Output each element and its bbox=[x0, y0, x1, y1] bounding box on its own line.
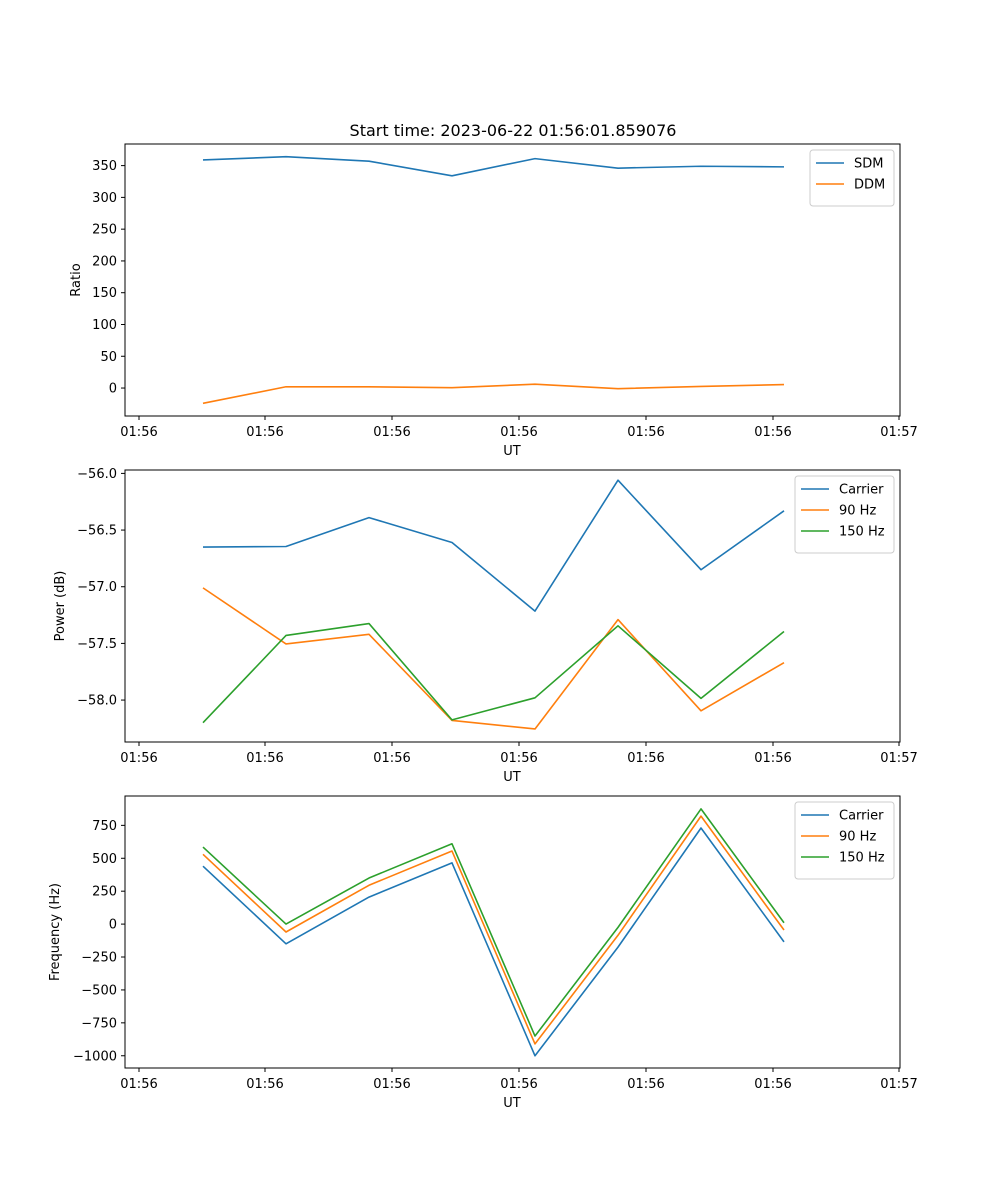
chart-panel-2: −58.0 −57.5 −57.0 −56.5 −56.0 01:56 01:56 01:56… bbox=[53, 467, 918, 785]
y-tick-label: 0 bbox=[109, 382, 117, 397]
y-tick-label: −56.5 bbox=[77, 524, 117, 539]
y-tick-label: 300 bbox=[92, 191, 117, 206]
legend-label: 90 Hz bbox=[839, 504, 876, 519]
x-tick-label: 01:56 bbox=[373, 1077, 410, 1092]
x-axis-label: UT bbox=[503, 770, 521, 785]
x-tick-label: 01:56 bbox=[246, 425, 283, 440]
x-tick-label: 01:56 bbox=[246, 751, 283, 766]
x-tick-label: 01:57 bbox=[880, 425, 917, 440]
y-tick-label: −58.0 bbox=[77, 694, 117, 709]
y-tick-label: 0 bbox=[109, 918, 117, 933]
x-tick-label: 01:56 bbox=[373, 751, 410, 766]
legend-box bbox=[794, 801, 895, 880]
legend-box bbox=[794, 475, 895, 554]
legend-label: Carrier bbox=[839, 809, 884, 824]
series-line-90-hz bbox=[202, 587, 785, 730]
y-tick-label: 100 bbox=[92, 318, 117, 333]
chart-title: Start time: 2023-06-22 01:56:01.859076 bbox=[350, 121, 677, 140]
series-line-150-hz bbox=[202, 622, 785, 724]
plot-area-frame bbox=[124, 143, 901, 417]
y-tick-label: −750 bbox=[81, 1016, 117, 1031]
series-line-carrier bbox=[202, 479, 785, 612]
legend-label: 90 Hz bbox=[839, 830, 876, 845]
legend-label: Carrier bbox=[839, 483, 884, 498]
series-line-150-hz bbox=[202, 808, 785, 1037]
y-tick-label: 750 bbox=[92, 819, 117, 834]
y-tick-label: 500 bbox=[92, 852, 117, 867]
y-tick-label: −1000 bbox=[73, 1049, 117, 1064]
x-tick-label: 01:57 bbox=[880, 751, 917, 766]
x-tick-label: 01:56 bbox=[246, 1077, 283, 1092]
legend-label: 150 Hz bbox=[839, 851, 885, 866]
y-tick-label: 250 bbox=[92, 885, 117, 900]
x-tick-label: 01:56 bbox=[120, 425, 157, 440]
legend-label: SDM bbox=[854, 157, 883, 172]
plot-area-frame bbox=[124, 469, 901, 743]
legend-box bbox=[809, 149, 895, 207]
x-tick-label: 01:56 bbox=[754, 1077, 791, 1092]
y-tick-label: −57.5 bbox=[77, 637, 117, 652]
plot-area-frame bbox=[124, 795, 901, 1069]
legend-label: 150 Hz bbox=[839, 525, 885, 540]
x-tick-label: 01:56 bbox=[500, 425, 537, 440]
x-tick-label: 01:56 bbox=[500, 1077, 537, 1092]
y-tick-label: −250 bbox=[81, 951, 117, 966]
x-axis-label: UT bbox=[503, 1096, 521, 1111]
x-tick-label: 01:56 bbox=[500, 751, 537, 766]
y-tick-label: −56.0 bbox=[77, 467, 117, 482]
chart-panel-3: −1000 −750 −500 −250 0 250 500 750 01:56 01:56 01:… bbox=[48, 795, 918, 1111]
x-tick-label: 01:56 bbox=[627, 425, 664, 440]
y-axis-label: Ratio bbox=[69, 263, 84, 296]
y-tick-label: 50 bbox=[100, 350, 117, 365]
x-tick-label: 01:57 bbox=[880, 1077, 917, 1092]
y-tick-label: −500 bbox=[81, 983, 117, 998]
x-tick-label: 01:56 bbox=[627, 751, 664, 766]
y-tick-label: −57.0 bbox=[77, 580, 117, 595]
chart-panel-1: 0 50 100 150 200 250 300 350 01:56 01:56 01:56 01:5… bbox=[69, 143, 918, 459]
y-tick-label: 250 bbox=[92, 223, 117, 238]
series-line-ddm bbox=[202, 383, 785, 405]
legend-label: DDM bbox=[854, 178, 885, 193]
series-line-90-hz bbox=[202, 815, 785, 1045]
x-tick-label: 01:56 bbox=[120, 1077, 157, 1092]
y-axis-label: Frequency (Hz) bbox=[48, 883, 63, 981]
series-line-carrier bbox=[202, 827, 785, 1057]
x-tick-label: 01:56 bbox=[373, 425, 410, 440]
y-axis-label: Power (dB) bbox=[53, 571, 68, 642]
x-tick-label: 01:56 bbox=[754, 751, 791, 766]
y-tick-label: 200 bbox=[92, 254, 117, 269]
series-line-sdm bbox=[202, 155, 785, 177]
x-tick-label: 01:56 bbox=[754, 425, 791, 440]
x-axis-label: UT bbox=[503, 444, 521, 459]
x-tick-label: 01:56 bbox=[120, 751, 157, 766]
y-tick-label: 150 bbox=[92, 286, 117, 301]
y-tick-label: 350 bbox=[92, 159, 117, 174]
x-tick-label: 01:56 bbox=[627, 1077, 664, 1092]
